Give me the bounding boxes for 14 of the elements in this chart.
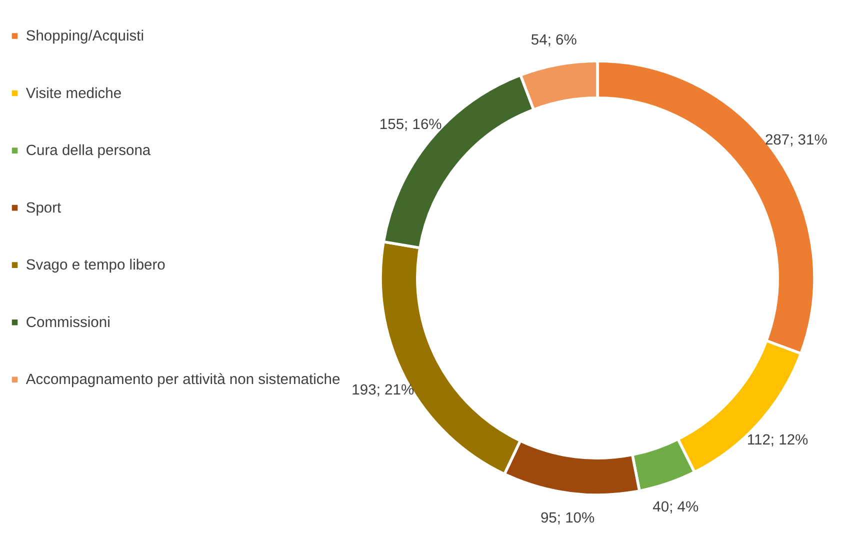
legend-label: Visite mediche [26,86,122,102]
data-label: 193; 21% [352,382,414,398]
legend-label: Sport [26,200,62,216]
data-label: 40; 4% [652,500,699,516]
data-label: 95; 10% [540,510,595,527]
legend-label: Shopping/Acquisti [26,28,144,45]
legend-label: Cura della persona [26,143,152,160]
legend-label: Svago e tempo libero [26,258,166,274]
data-label: 112; 12% [746,432,808,448]
legend-label: Accompagnamento per attività non sistematiche [26,372,340,388]
data-label: 54; 6% [530,32,577,49]
data-label: 155; 16% [379,116,442,133]
legend-label: Commissioni [26,314,110,331]
data-label: 287; 31% [764,132,828,149]
